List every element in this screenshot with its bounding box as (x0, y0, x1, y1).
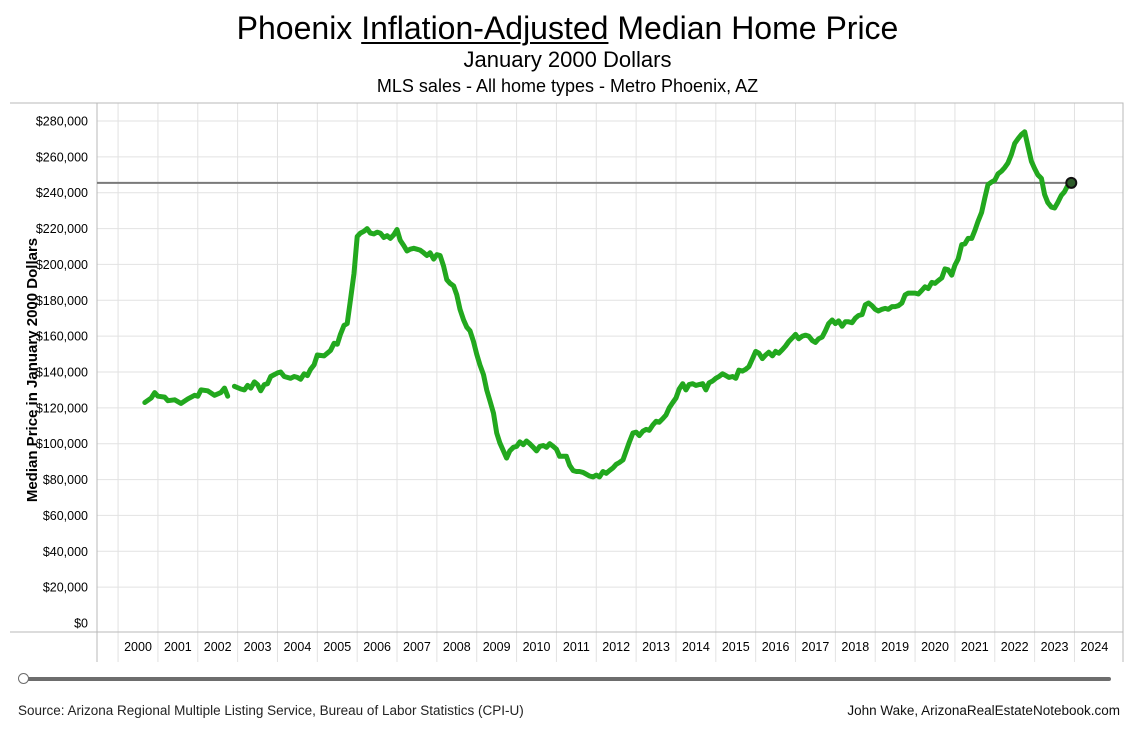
x-tick-label: 2017 (802, 640, 830, 654)
chart-title: Phoenix Inflation-Adjusted Median Home P… (0, 8, 1135, 48)
plot-frame (10, 102, 1124, 662)
title-suffix: Median Home Price (608, 10, 899, 46)
y-tick-label: $160,000 (36, 330, 88, 344)
y-tick-label: $260,000 (36, 150, 88, 164)
y-tick-label: $220,000 (36, 222, 88, 236)
x-tick-label: 2005 (323, 640, 351, 654)
y-axis: $0 $20,000 $40,000 $60,000 $80,000 $100,000 $1… (36, 115, 88, 631)
series-line (142, 385, 231, 406)
x-tick-label: 2021 (961, 640, 989, 654)
y-tick-label: $0 (74, 617, 88, 631)
x-tick-label: 2008 (443, 640, 471, 654)
x-tick-label: 2024 (1080, 640, 1108, 654)
x-tick-label: 2004 (283, 640, 311, 654)
y-tick-label: $140,000 (36, 366, 88, 380)
x-tick-label: 2022 (1001, 640, 1029, 654)
x-tick-label: 2012 (602, 640, 630, 654)
x-tick-label: 2009 (483, 640, 511, 654)
x-tick-label: 2014 (682, 640, 710, 654)
y-axis-label: Median Price in January 2000 Dollars (24, 237, 41, 503)
y-tick-label: $120,000 (36, 401, 88, 415)
latest-value-marker (1065, 176, 1078, 189)
title-underlined: Inflation-Adjusted (361, 10, 609, 46)
x-tick-label: 2023 (1041, 640, 1069, 654)
x-tick-label: 2015 (722, 640, 750, 654)
chart-subtitle-2: MLS sales - All home types - Metro Phoen… (376, 76, 759, 96)
y-tick-label: $80,000 (43, 473, 88, 487)
x-tick-label: 2001 (164, 640, 192, 654)
y-tick-label: $240,000 (36, 186, 88, 200)
timeline-slider-track[interactable] (26, 677, 1111, 681)
grid (97, 103, 1123, 662)
x-tick-label: 2016 (762, 640, 790, 654)
plot-border (96, 102, 1124, 633)
series-layer (142, 129, 1074, 480)
y-tick-label: $60,000 (43, 509, 88, 523)
x-tick-label: 2006 (363, 640, 391, 654)
x-tick-label: 2019 (881, 640, 909, 654)
x-tick-label: 2011 (563, 640, 590, 654)
y-tick-label: $100,000 (36, 437, 88, 451)
x-tick-label: 2020 (921, 640, 949, 654)
chart-subtitle: January 2000 Dollars (463, 47, 672, 72)
y-tick-label: $280,000 (36, 115, 88, 129)
title-prefix: Phoenix (236, 10, 362, 46)
y-tick-label: $20,000 (43, 581, 88, 595)
x-tick-label: 2002 (204, 640, 232, 654)
y-tick-label: $200,000 (36, 258, 88, 272)
x-tick-label: 2000 (124, 640, 152, 654)
y-tick-label: $40,000 (43, 545, 88, 559)
marker-layer (1065, 176, 1078, 189)
x-tick-label: 2013 (642, 640, 670, 654)
x-axis: 2000 2001 2002 2003 2004 2005 2006 2007 2008 2009… (124, 640, 1108, 654)
timeline-slider-handle[interactable] (18, 673, 29, 684)
y-tick-label: $180,000 (36, 294, 88, 308)
x-tick-label: 2003 (244, 640, 272, 654)
x-tick-label: 2018 (841, 640, 869, 654)
x-tick-label: 2010 (523, 640, 551, 654)
x-tick-label: 2007 (403, 640, 431, 654)
source-note: Source: Arizona Regional Multiple Listin… (18, 703, 524, 718)
author-credit: John Wake, ArizonaRealEstateNotebook.com (847, 703, 1120, 718)
series-line (231, 129, 1074, 480)
